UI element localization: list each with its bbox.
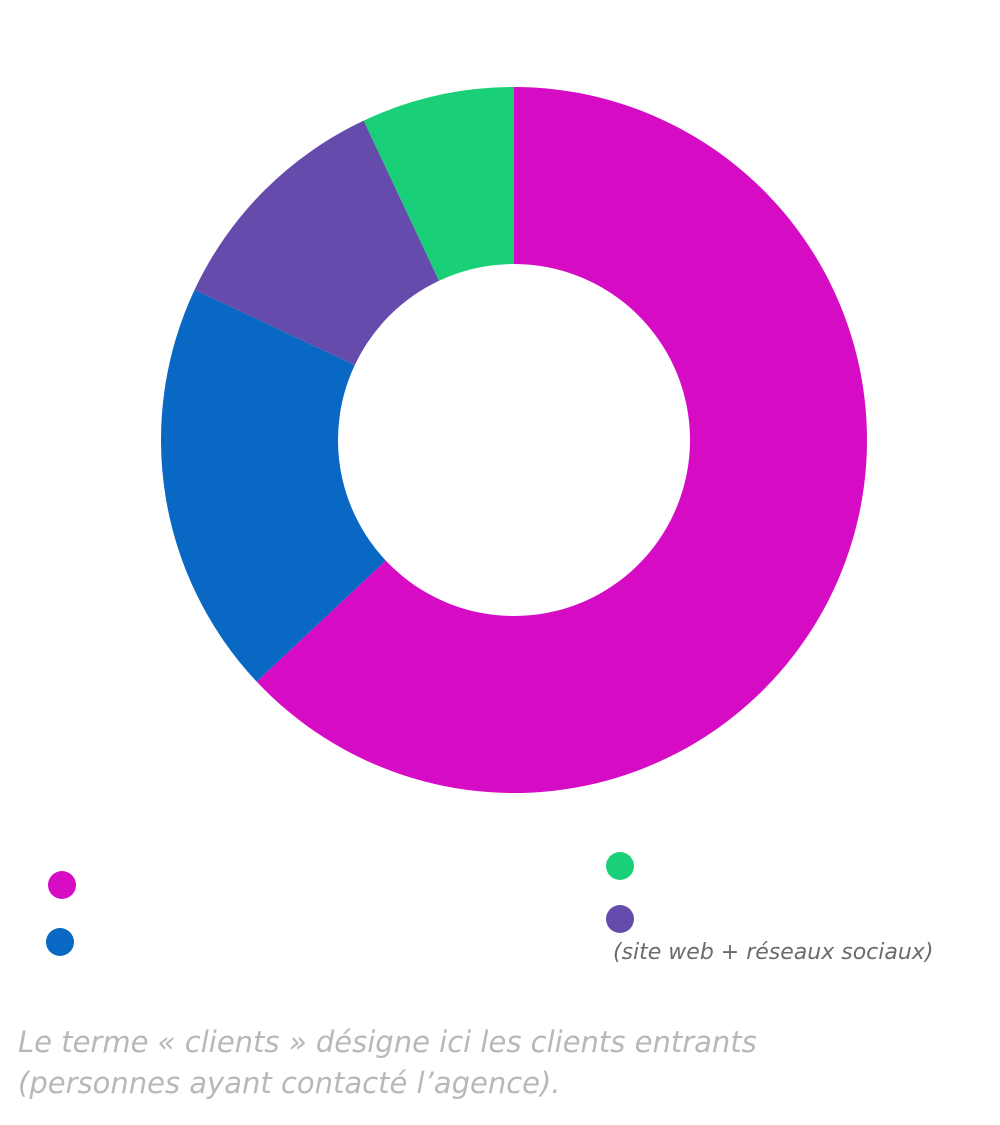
donut-chart: [160, 87, 868, 794]
legend-dot-purple: [606, 905, 634, 933]
legend-dot-magenta: [48, 871, 76, 899]
slice-purple: [194, 120, 440, 366]
legend-dot-green: [606, 852, 634, 880]
slice-green: [363, 87, 514, 281]
footnote: Le terme « clients » désigne ici les cli…: [18, 1022, 978, 1104]
footnote-line-1: Le terme « clients » désigne ici les cli…: [18, 1025, 757, 1059]
donut-slices: [160, 87, 868, 794]
legend-note-purple: (site web + réseaux sociaux): [613, 940, 934, 965]
slice-blue: [160, 289, 386, 682]
legend-dot-blue: [46, 928, 74, 956]
slice-magenta: [256, 87, 868, 794]
footnote-line-2: (personnes ayant contacté l’agence).: [18, 1066, 561, 1100]
